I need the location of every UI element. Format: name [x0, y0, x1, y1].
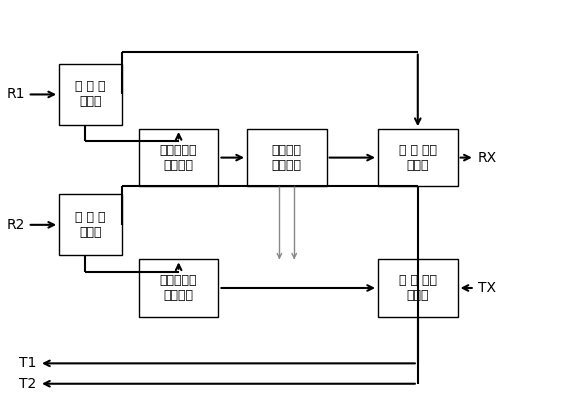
- FancyBboxPatch shape: [59, 194, 122, 255]
- Text: 第 一 光开
关模块: 第 一 光开 关模块: [399, 144, 437, 172]
- Text: RX: RX: [477, 151, 496, 165]
- Text: 第 二 光开
关模块: 第 二 光开 关模块: [399, 274, 437, 302]
- Text: R2: R2: [6, 218, 25, 232]
- FancyBboxPatch shape: [378, 259, 458, 316]
- Text: R1: R1: [6, 88, 25, 102]
- FancyBboxPatch shape: [59, 64, 122, 125]
- Text: T1: T1: [19, 356, 37, 370]
- FancyBboxPatch shape: [139, 129, 219, 186]
- FancyBboxPatch shape: [378, 129, 458, 186]
- Text: 第一光功率
监控模块: 第一光功率 监控模块: [160, 144, 197, 172]
- FancyBboxPatch shape: [139, 259, 219, 316]
- Text: TX: TX: [477, 281, 495, 295]
- Text: 第 二 光
分路器: 第 二 光 分路器: [75, 211, 106, 239]
- Text: 第二光功率
监控模块: 第二光功率 监控模块: [160, 274, 197, 302]
- Text: T2: T2: [19, 377, 37, 391]
- Text: 光路自动
保护模块: 光路自动 保护模块: [272, 144, 302, 172]
- Text: 第 一 光
分路器: 第 一 光 分路器: [75, 81, 106, 109]
- FancyBboxPatch shape: [247, 129, 327, 186]
